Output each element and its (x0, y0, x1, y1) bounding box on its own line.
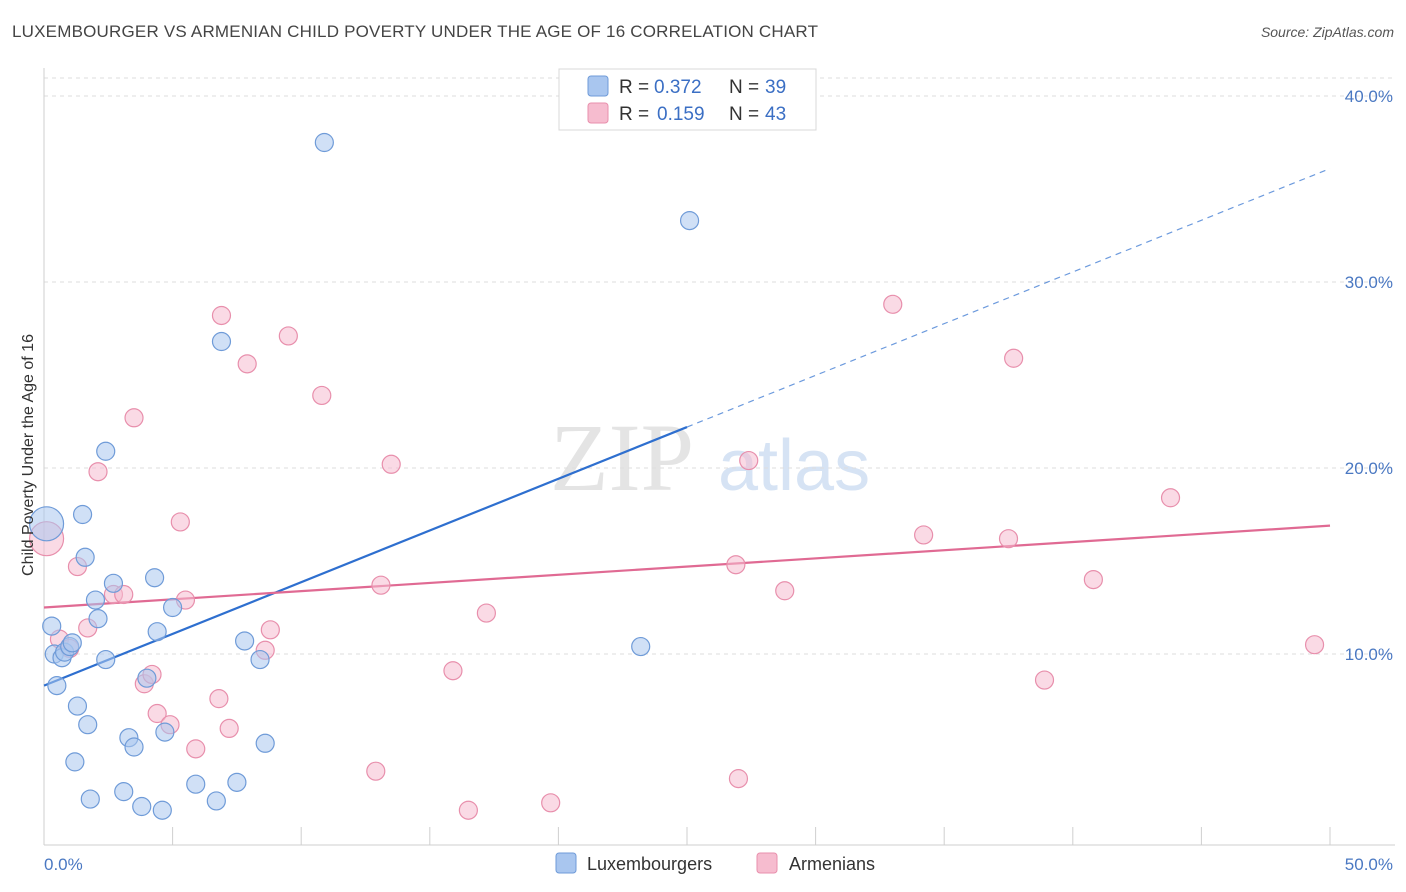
armenian-point (775, 581, 795, 601)
luxembourger-point (314, 132, 334, 153)
series-swatch-armenians (756, 852, 778, 874)
luxembourger-point (42, 616, 62, 636)
legend-r-value: 0.372 (654, 77, 702, 98)
legend-swatch-luxembourgers (587, 75, 609, 97)
armenian-point (739, 450, 759, 471)
luxembourger-point (137, 668, 157, 688)
luxembourger-point (80, 789, 100, 809)
luxembourger-point (679, 211, 700, 231)
luxembourger-point (96, 441, 116, 461)
armenian-point (381, 454, 401, 474)
luxembourger-point (152, 800, 172, 820)
y-tick-label: 20.0% (1345, 459, 1393, 478)
luxembourger-point (85, 590, 106, 610)
armenian-point (458, 800, 478, 820)
luxembourger-point (72, 504, 93, 525)
luxembourger-trend-extension (686, 167, 1331, 428)
luxembourger-point (114, 782, 134, 802)
y-tick-label: 10.0% (1345, 645, 1393, 664)
watermark-atlas: atlas (718, 426, 870, 506)
armenian-point (726, 555, 746, 575)
data-points (28, 132, 1325, 820)
luxembourger-point (62, 633, 82, 653)
luxembourger-point (227, 772, 247, 792)
armenian-point (371, 575, 391, 595)
armenian-point (147, 703, 167, 724)
armenian-point (443, 661, 463, 681)
legend-r-label: R = (619, 77, 649, 98)
y-tick-label: 40.0% (1345, 87, 1393, 106)
armenian-point (124, 408, 144, 428)
axes (43, 68, 1395, 846)
armenian-point (260, 620, 280, 640)
armenian-point (998, 529, 1019, 549)
legend-swatch-armenians (587, 102, 609, 124)
armenian-point (1304, 635, 1325, 655)
armenian-point (88, 462, 108, 482)
armenian-point (170, 512, 190, 532)
armenian-point (312, 385, 332, 406)
y-tick-label: 30.0% (1345, 273, 1393, 292)
luxembourger-point (96, 649, 116, 670)
armenian-point (883, 294, 903, 314)
trend-lines (43, 167, 1331, 687)
series-label-armenians: Armenians (789, 854, 875, 874)
luxembourger-point (67, 696, 88, 716)
luxembourger-point (28, 506, 65, 542)
luxembourger-point (255, 733, 275, 753)
armenian-point (728, 769, 749, 789)
armenian-point (1083, 569, 1103, 590)
armenian-point (278, 326, 298, 346)
armenian-point (1160, 488, 1181, 508)
luxembourger-point (206, 791, 226, 811)
armenian-point (237, 354, 257, 374)
luxembourger-point (88, 609, 108, 629)
armenian-point (211, 305, 232, 326)
armenian-point (476, 603, 496, 623)
legend-n-value: 43 (765, 104, 786, 125)
luxembourger-point (144, 568, 165, 588)
source-credit: Source: ZipAtlas.com (1260, 24, 1394, 40)
luxembourger-point (103, 573, 124, 593)
x-tick-label-max: 50.0% (1345, 855, 1393, 874)
luxembourger-point (78, 715, 98, 735)
luxembourger-trend-line (43, 426, 688, 687)
luxembourger-point (186, 774, 206, 794)
luxembourger-point (47, 676, 67, 696)
x-tick-label-min: 0.0% (44, 855, 83, 874)
armenian-point (1034, 670, 1055, 690)
armenian-point (541, 793, 561, 813)
series-legend: Luxembourgers Armenians (555, 852, 875, 874)
armenian-point (186, 739, 206, 759)
luxembourger-point (75, 547, 95, 567)
correlation-legend: R = 0.372 N = 39 R = 0.159 N = 43 (558, 68, 817, 131)
chart-title: LUXEMBOURGER VS ARMENIAN CHILD POVERTY U… (12, 22, 819, 41)
luxembourger-point (147, 622, 167, 642)
series-swatch-luxembourgers (555, 852, 577, 874)
armenian-point (366, 761, 386, 781)
armenian-trend-line (43, 524, 1331, 609)
luxembourger-point (155, 722, 175, 742)
series-label-luxembourgers: Luxembourgers (587, 854, 712, 874)
luxembourger-point (211, 331, 232, 352)
legend-n-value: 39 (765, 77, 786, 98)
armenian-point (1004, 348, 1024, 368)
luxembourger-point (124, 737, 144, 757)
luxembourger-point (235, 631, 255, 651)
legend-r-value: 0.159 (657, 104, 705, 125)
luxembourger-point (65, 752, 85, 772)
watermark-zip: ZIP (550, 404, 694, 511)
armenian-point (914, 525, 934, 545)
legend-r-label: R = (619, 104, 649, 125)
y-axis-label: Child Poverty Under the Age of 16 (20, 334, 37, 576)
armenian-point (209, 689, 229, 709)
luxembourger-point (132, 796, 152, 817)
luxembourger-point (163, 597, 183, 618)
luxembourger-point (250, 649, 270, 670)
luxembourger-point (631, 636, 651, 657)
legend-n-label: N = (729, 77, 759, 98)
legend-n-label: N = (729, 104, 759, 125)
armenian-point (219, 718, 239, 739)
